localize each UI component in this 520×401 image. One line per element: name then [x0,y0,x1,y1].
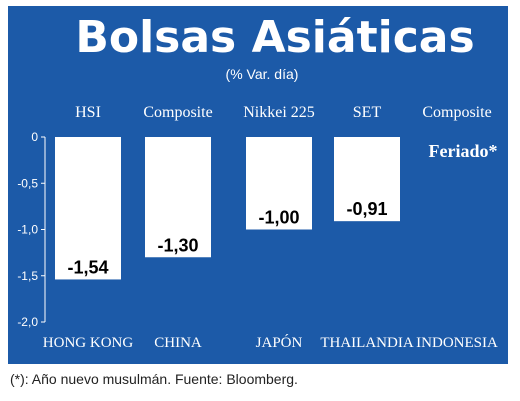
index-label: Composite [422,104,491,121]
bar [55,137,121,280]
y-tick-label: -0,5 [17,176,38,190]
category-label: INDONESIA [416,335,498,351]
y-tick-label: 0 [31,130,38,144]
y-tick-label: -1,0 [17,223,38,237]
category-label: HONG KONG [43,335,134,351]
y-tick-label: -1,5 [17,269,38,283]
bar-value-label: -1,00 [258,208,299,228]
footnote: (*): Año nuevo musulmán. Fuente: Bloombe… [10,371,298,387]
bar [145,137,211,258]
feriado-annotation: Feriado* [429,141,498,161]
category-label: THAILANDIA [320,335,413,351]
y-tick-label: -2,0 [17,315,38,329]
chart-subtitle: (% Var. día) [226,66,299,82]
index-label: Composite [143,104,212,121]
chart-title: Bolsas Asiáticas [75,12,474,63]
bar-value-label: -1,30 [157,235,198,255]
bar [246,137,312,230]
index-label: HSI [75,104,101,121]
bar [334,137,400,222]
index-label: SET [353,104,382,121]
bar-value-label: -0,91 [346,199,387,219]
bar-value-label: -1,54 [67,257,108,277]
category-label: CHINA [154,335,202,351]
category-label: JAPÓN [256,334,303,351]
index-label: Nikkei 225 [243,104,315,121]
